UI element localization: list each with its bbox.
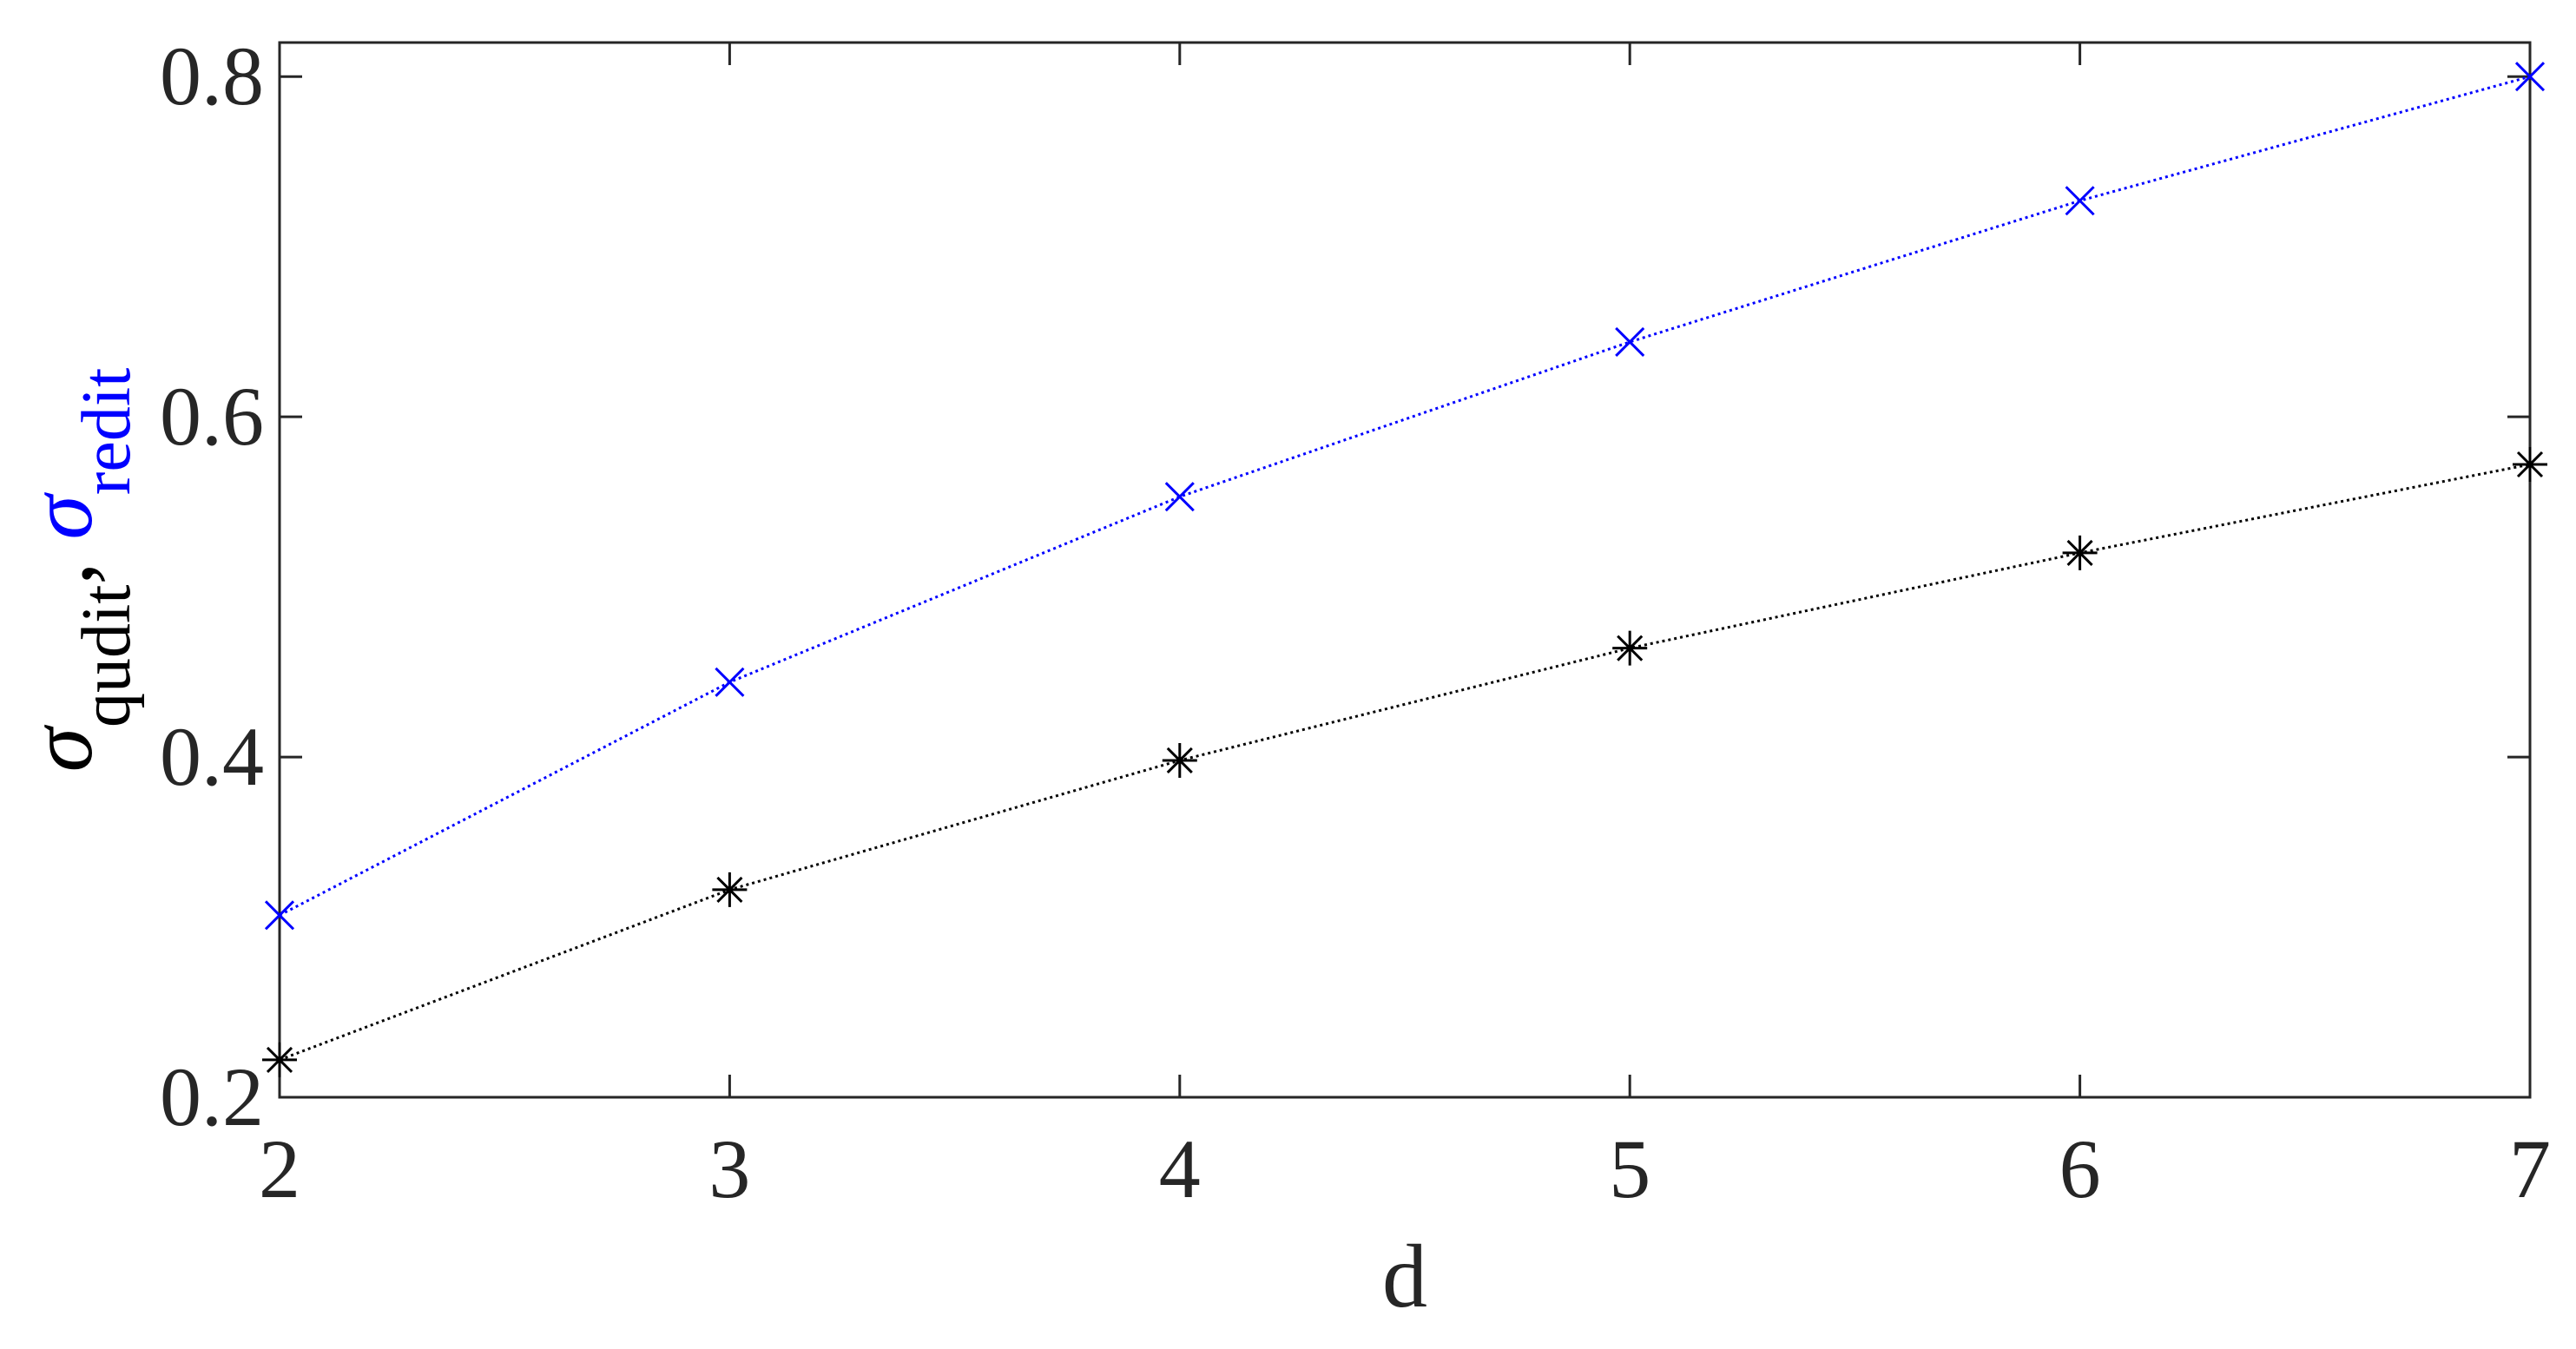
y-tick-label: 0.8 bbox=[160, 30, 264, 122]
marker bbox=[2514, 62, 2546, 92]
x-tick-label: 5 bbox=[1609, 1122, 1650, 1215]
marker bbox=[264, 900, 295, 931]
y-axis-label-part: qudit bbox=[69, 585, 145, 727]
y-axis-label-part: σ bbox=[11, 724, 111, 772]
x-tick-label: 6 bbox=[2059, 1122, 2101, 1215]
marker bbox=[1162, 742, 1197, 778]
x-axis-label: d bbox=[1382, 1227, 1427, 1326]
marker bbox=[2062, 535, 2098, 570]
marker bbox=[262, 1042, 297, 1077]
marker bbox=[2065, 186, 2095, 216]
y-tick-label: 0.2 bbox=[160, 1050, 264, 1143]
y-tick-label: 0.6 bbox=[160, 370, 264, 463]
y-axis-label-part: , bbox=[11, 540, 111, 585]
marker bbox=[1612, 630, 1648, 666]
x-tick-label: 2 bbox=[259, 1122, 300, 1215]
x-tick-label: 7 bbox=[2509, 1122, 2551, 1215]
y-axis-label-part: redit bbox=[69, 368, 145, 496]
x-tick-label: 4 bbox=[1159, 1122, 1201, 1215]
x-tick-label: 3 bbox=[708, 1122, 750, 1215]
marker bbox=[715, 667, 745, 697]
marker bbox=[712, 872, 748, 907]
y-axis-label-part: σ bbox=[11, 492, 111, 540]
y-axis-label: σqudit, σredit bbox=[11, 368, 145, 773]
marker bbox=[1615, 326, 1645, 357]
y-tick-label: 0.4 bbox=[160, 710, 264, 803]
marker bbox=[1164, 482, 1195, 512]
series-line bbox=[279, 463, 2531, 1062]
plot-area bbox=[278, 41, 2532, 1099]
series-line bbox=[279, 75, 2531, 917]
marker bbox=[2513, 447, 2547, 482]
